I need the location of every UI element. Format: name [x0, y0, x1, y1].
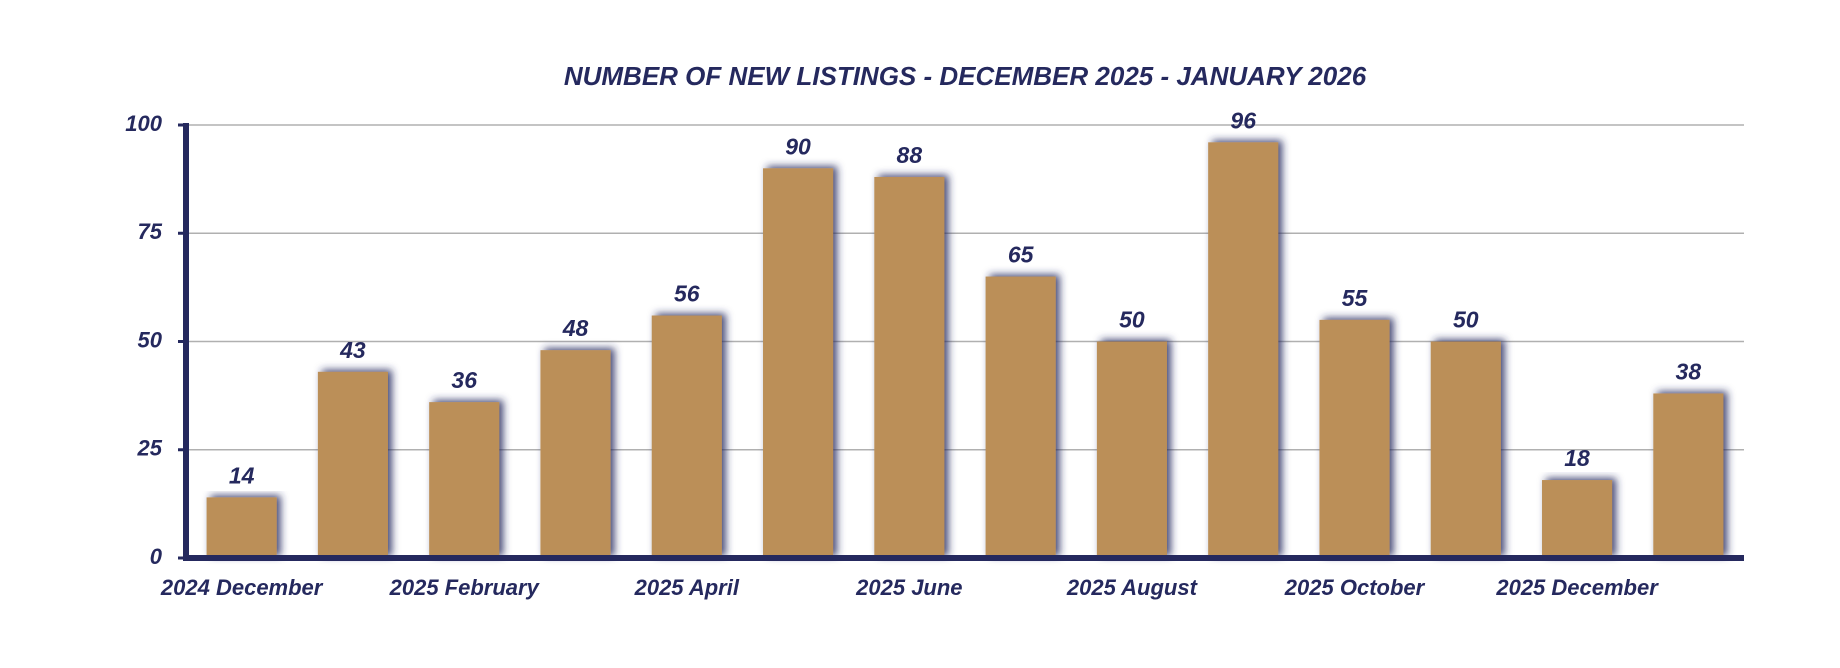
x-tick-label: 2024 December [160, 575, 324, 600]
bar [317, 371, 388, 558]
x-tick-label: 2025 October [1284, 575, 1426, 600]
y-tick-label: 50 [138, 327, 163, 352]
y-tick-label: 0 [150, 544, 163, 569]
data-label: 50 [1453, 307, 1479, 333]
bar [429, 402, 500, 558]
y-tick-label: 100 [125, 111, 162, 136]
data-label: 65 [1008, 242, 1035, 268]
bar [1208, 142, 1279, 558]
data-label: 90 [785, 133, 811, 159]
bar [1096, 341, 1167, 558]
bar [206, 497, 277, 558]
bar [874, 176, 945, 558]
bar [1430, 341, 1501, 558]
x-tick-label: 2025 December [1495, 575, 1659, 600]
x-tick-label: 2025 August [1066, 575, 1199, 600]
data-label: 43 [339, 337, 366, 363]
x-tick-label: 2025 June [855, 575, 962, 600]
bar [651, 315, 722, 558]
bar [763, 168, 834, 559]
x-tick-label: 2025 February [389, 575, 541, 600]
data-label: 56 [674, 281, 700, 307]
bar [1542, 480, 1613, 558]
data-label: 96 [1230, 107, 1256, 133]
chart-title: NUMBER OF NEW LISTINGS - DECEMBER 2025 -… [564, 61, 1367, 91]
data-label: 14 [229, 462, 255, 488]
data-label: 55 [1342, 285, 1369, 311]
x-tick-label: 2025 April [634, 575, 740, 600]
bar [985, 276, 1056, 558]
bar [1653, 393, 1724, 558]
data-label: 48 [562, 315, 589, 341]
y-tick-label: 25 [137, 436, 163, 461]
data-label: 36 [451, 367, 477, 393]
bar [540, 350, 611, 558]
data-label: 38 [1676, 359, 1702, 385]
data-label: 88 [897, 142, 923, 168]
y-tick-label: 75 [138, 219, 163, 244]
data-label: 18 [1564, 445, 1590, 471]
bar [1319, 319, 1390, 558]
data-label: 50 [1119, 307, 1145, 333]
